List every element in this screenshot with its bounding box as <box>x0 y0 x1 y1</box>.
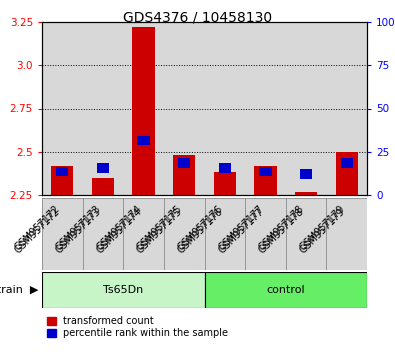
Bar <box>137 136 150 145</box>
Text: GSM957176: GSM957176 <box>176 207 225 256</box>
Text: GSM957177: GSM957177 <box>216 207 265 256</box>
Legend: transformed count, percentile rank within the sample: transformed count, percentile rank withi… <box>47 316 228 338</box>
Bar <box>326 22 367 195</box>
Text: GSM957175: GSM957175 <box>135 207 184 256</box>
Bar <box>132 27 155 195</box>
Bar <box>259 167 272 176</box>
Bar <box>83 198 123 270</box>
Text: GSM957172: GSM957172 <box>13 204 62 253</box>
Text: GDS4376 / 10458130: GDS4376 / 10458130 <box>123 11 272 25</box>
Text: GSM957179: GSM957179 <box>298 207 347 256</box>
Bar <box>123 198 164 270</box>
Bar <box>42 198 83 270</box>
Text: GSM957179: GSM957179 <box>298 204 347 253</box>
Bar <box>97 164 109 173</box>
Text: GSM957174: GSM957174 <box>94 204 143 253</box>
Bar <box>205 198 245 270</box>
Bar <box>300 170 312 179</box>
Bar <box>164 22 205 195</box>
Bar <box>51 166 73 195</box>
Bar <box>123 198 164 270</box>
Bar <box>295 192 317 195</box>
Bar <box>83 198 123 270</box>
Bar <box>92 178 114 195</box>
Bar <box>245 198 286 270</box>
Bar <box>340 158 353 168</box>
Bar <box>326 198 367 270</box>
Bar <box>42 198 83 270</box>
Bar <box>254 166 276 195</box>
Text: control: control <box>267 285 305 295</box>
Bar <box>123 22 164 195</box>
Text: GSM957176: GSM957176 <box>176 204 225 253</box>
Bar <box>178 158 190 168</box>
Bar <box>205 22 245 195</box>
Bar <box>164 198 205 270</box>
Bar <box>214 172 236 195</box>
Bar <box>205 272 367 308</box>
Bar <box>326 198 367 270</box>
Text: GSM957175: GSM957175 <box>135 204 184 253</box>
Text: Ts65Dn: Ts65Dn <box>103 285 143 295</box>
Bar <box>335 152 358 195</box>
Bar <box>219 164 231 173</box>
Text: GSM957178: GSM957178 <box>257 207 306 256</box>
Bar <box>286 22 326 195</box>
Text: GSM957177: GSM957177 <box>216 204 265 253</box>
Bar <box>245 22 286 195</box>
Text: GSM957174: GSM957174 <box>94 207 143 256</box>
Bar <box>245 198 286 270</box>
Bar <box>164 198 205 270</box>
Text: GSM957173: GSM957173 <box>54 207 103 256</box>
Bar <box>205 198 245 270</box>
Text: GSM957172: GSM957172 <box>13 207 62 256</box>
Bar <box>286 198 326 270</box>
Text: GSM957178: GSM957178 <box>257 204 306 253</box>
Bar <box>42 272 205 308</box>
Text: strain  ▶: strain ▶ <box>0 285 38 295</box>
Text: GSM957173: GSM957173 <box>54 204 103 253</box>
Bar <box>42 22 83 195</box>
Bar <box>83 22 123 195</box>
Bar <box>173 155 196 195</box>
Bar <box>56 167 68 176</box>
Bar <box>286 198 326 270</box>
